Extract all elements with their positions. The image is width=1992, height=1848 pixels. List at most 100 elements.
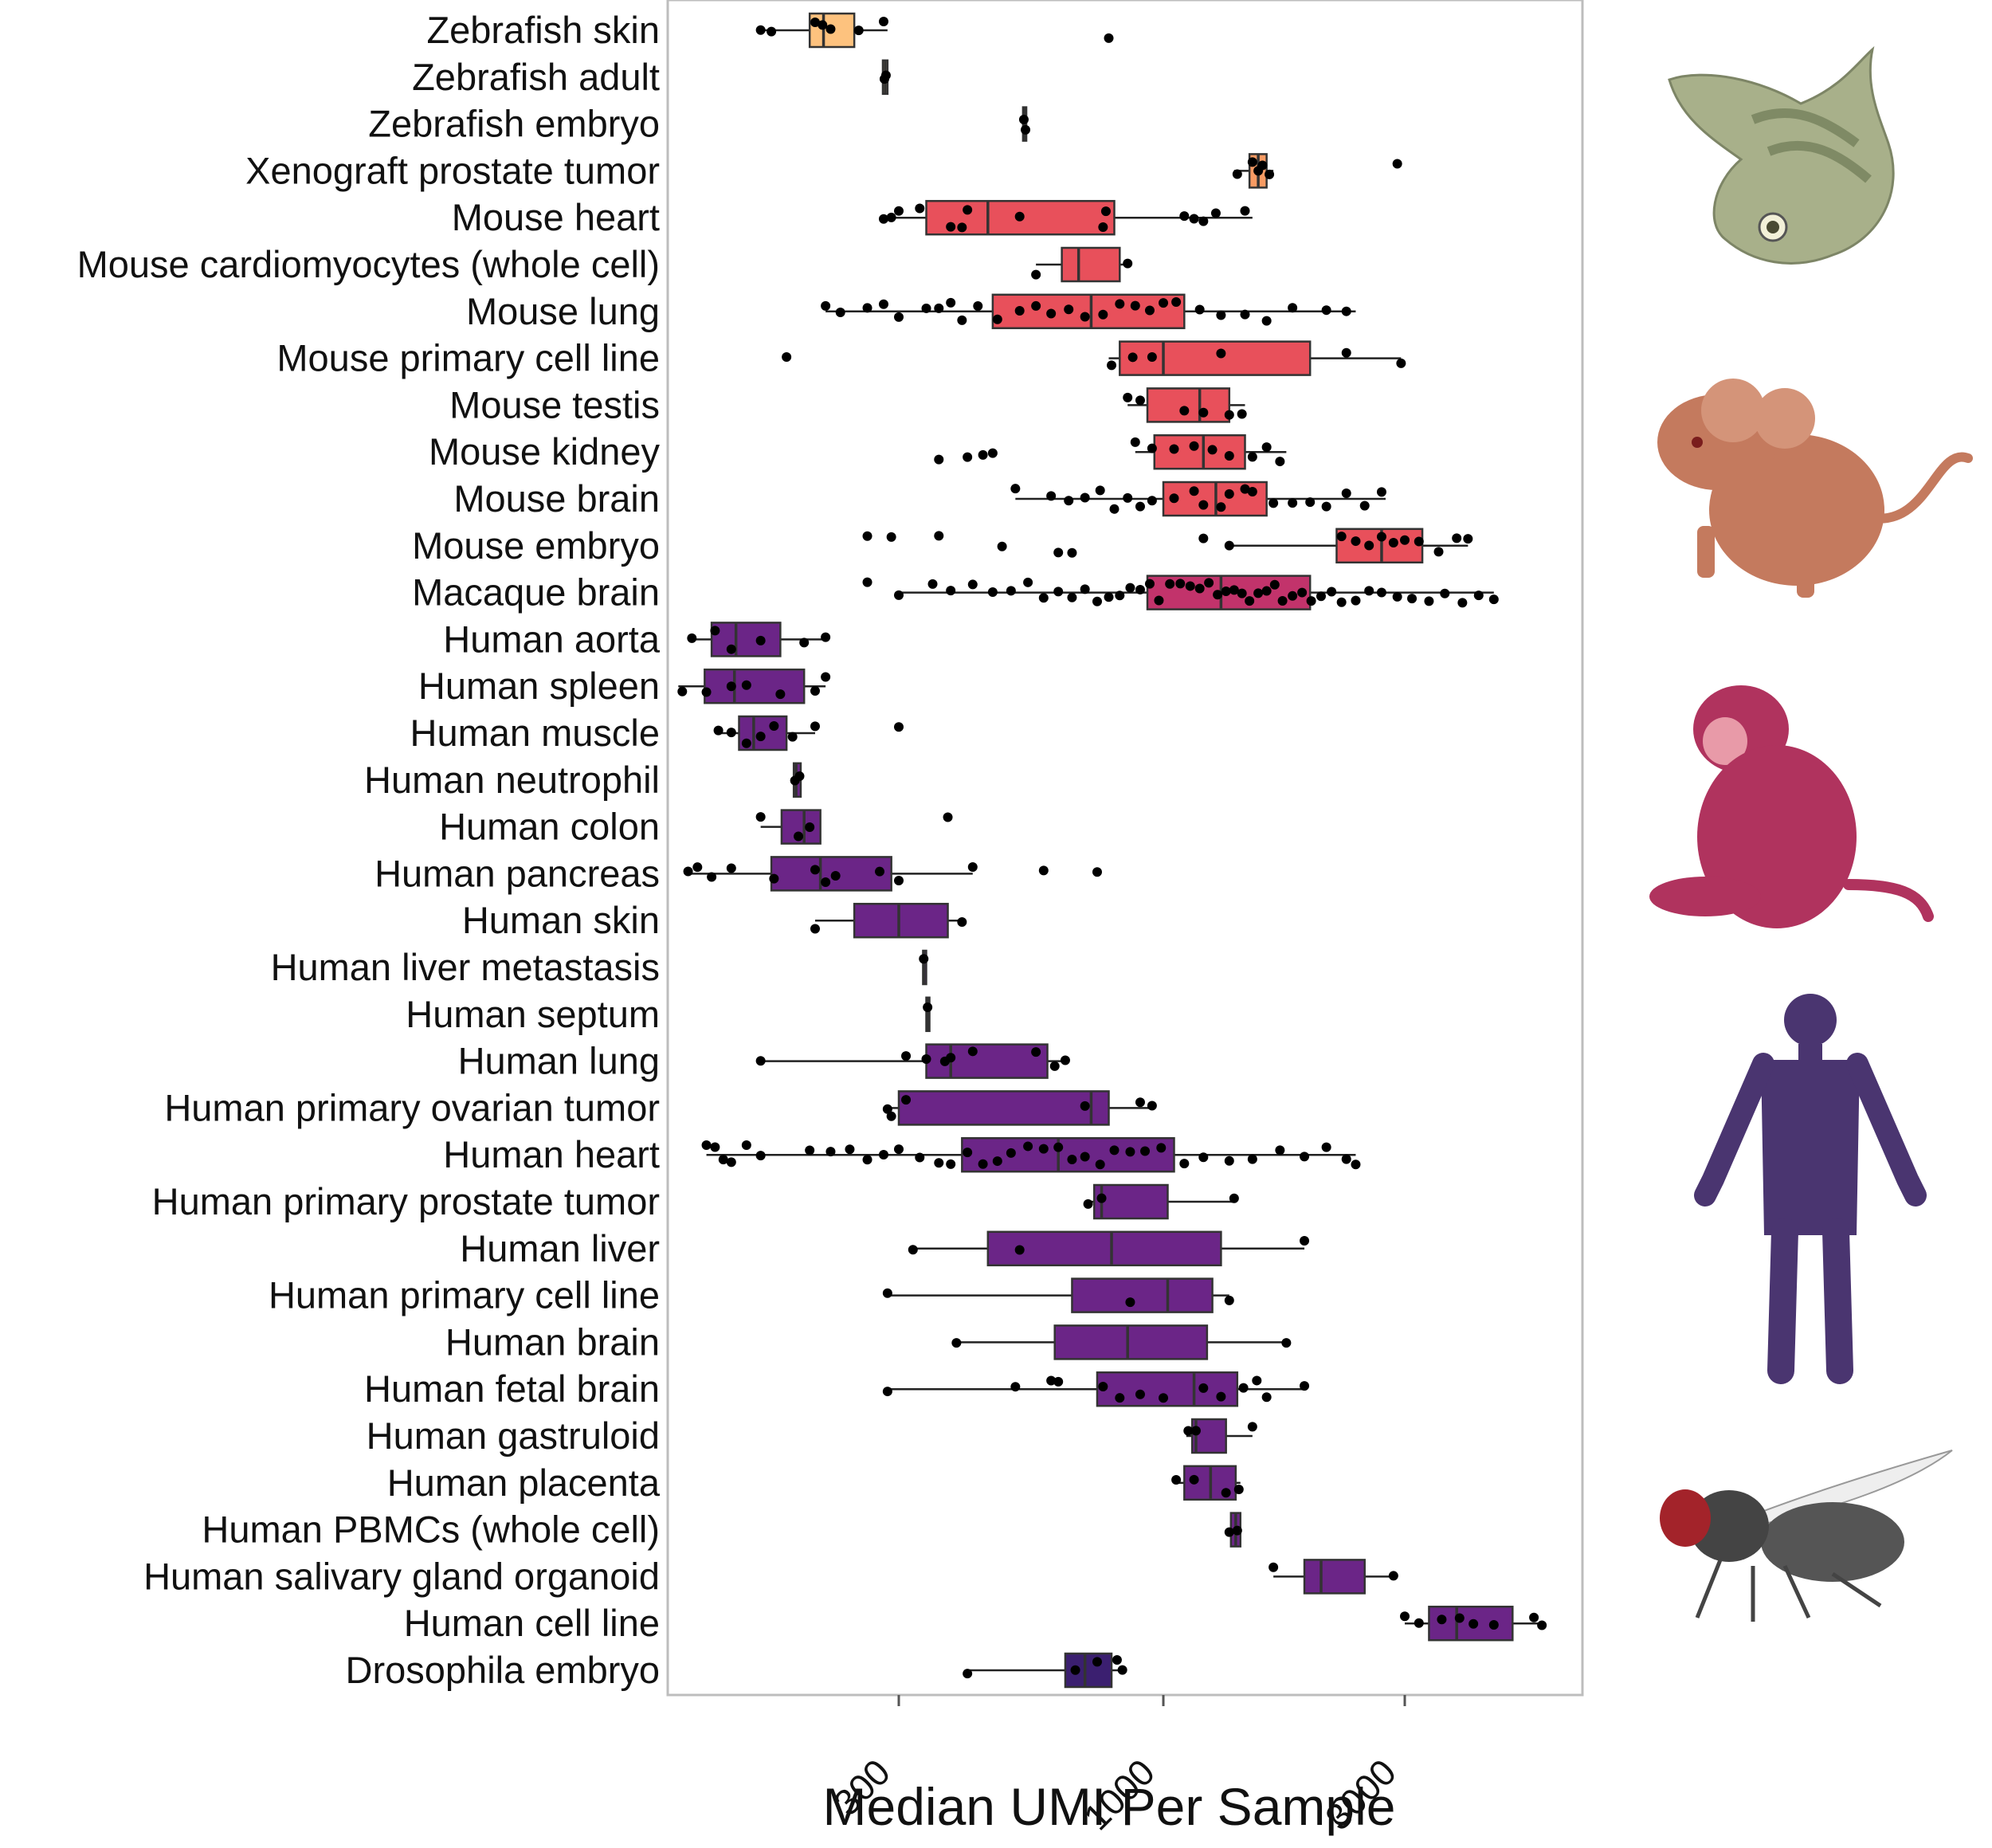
data-point	[1216, 348, 1226, 359]
data-point	[1224, 1295, 1234, 1305]
data-point	[1070, 1665, 1080, 1675]
data-point	[755, 732, 766, 742]
data-point	[1115, 1393, 1125, 1403]
data-point	[1224, 488, 1234, 499]
data-point	[1053, 547, 1064, 558]
data-point	[1115, 299, 1125, 309]
data-point	[886, 532, 896, 542]
data-point	[1064, 304, 1074, 315]
data-point	[1179, 406, 1190, 416]
data-point	[1135, 1389, 1145, 1399]
data-point	[880, 70, 891, 80]
data-point	[1038, 593, 1049, 603]
data-point	[1229, 585, 1239, 595]
data-point	[1092, 596, 1102, 606]
data-point	[710, 626, 720, 636]
data-point	[1183, 1426, 1194, 1436]
data-point	[1031, 300, 1041, 311]
category-label: Mouse brain	[453, 477, 660, 520]
plot-panel-border	[666, 0, 1584, 1697]
chart-marks: Zebrafish skin Zebrafish adult Zebrafish e…	[77, 9, 1547, 1691]
data-point	[1247, 157, 1257, 167]
data-point	[882, 1104, 892, 1114]
data-point	[1092, 867, 1102, 877]
data-point	[1261, 1392, 1272, 1403]
data-point	[1014, 306, 1025, 316]
data-point	[1341, 1154, 1351, 1164]
data-point	[992, 314, 1002, 324]
data-point	[1038, 1144, 1049, 1154]
data-point	[1147, 443, 1157, 453]
data-point	[1096, 1193, 1107, 1203]
data-point	[1275, 1145, 1285, 1155]
category-label: Human aorta	[443, 618, 661, 660]
data-point	[1006, 1148, 1016, 1158]
data-point	[951, 1338, 962, 1348]
data-point	[1221, 587, 1231, 597]
data-point	[1396, 358, 1406, 368]
data-point	[1247, 1154, 1257, 1164]
data-point	[1341, 488, 1351, 498]
data-point	[1031, 269, 1041, 280]
data-point	[862, 1155, 872, 1165]
box	[710, 622, 782, 657]
data-point	[1269, 579, 1280, 590]
data-point	[978, 449, 988, 460]
category-label: Human neutrophil	[364, 759, 660, 801]
data-point	[1351, 1159, 1361, 1170]
data-point	[1376, 587, 1386, 598]
data-point	[934, 1158, 944, 1168]
data-point	[1463, 534, 1473, 544]
x-axis-title: Median UMI Per Sample	[823, 1777, 1396, 1836]
data-point	[1014, 1245, 1025, 1255]
data-point	[1424, 596, 1434, 606]
data-point	[1240, 484, 1250, 494]
data-point	[1529, 1612, 1539, 1622]
category-label: Mouse primary cell line	[276, 337, 660, 379]
data-point	[1169, 444, 1179, 454]
data-point	[908, 1245, 918, 1255]
data-point	[1154, 595, 1164, 606]
data-point	[862, 531, 872, 541]
data-point	[1135, 584, 1145, 594]
drosophila-illustration	[1660, 1450, 1953, 1622]
data-point	[915, 203, 925, 214]
data-point	[1300, 1381, 1310, 1391]
data-point	[1275, 457, 1285, 467]
data-point	[963, 205, 973, 215]
data-point	[1237, 588, 1247, 598]
data-point	[1221, 1488, 1231, 1498]
box	[897, 1090, 1110, 1126]
data-point	[1392, 591, 1402, 602]
data-point	[835, 308, 845, 318]
box	[1303, 1559, 1366, 1595]
data-point	[946, 1159, 956, 1169]
data-point	[1351, 595, 1361, 606]
data-point	[1080, 1152, 1090, 1162]
data-point	[1364, 586, 1374, 596]
data-point	[1297, 587, 1308, 598]
box	[704, 668, 806, 704]
data-point	[946, 222, 956, 232]
data-point	[810, 721, 820, 732]
data-point	[943, 812, 953, 822]
data-point	[894, 206, 904, 216]
data-point	[1288, 498, 1298, 508]
category-label: Human liver	[460, 1227, 660, 1269]
data-point	[1232, 169, 1242, 179]
data-point	[946, 297, 956, 308]
category-label: Human cell line	[404, 1602, 660, 1644]
data-point	[1067, 547, 1077, 558]
data-point	[1046, 491, 1057, 501]
data-point	[1135, 1097, 1145, 1108]
category-label: Human colon	[439, 806, 660, 848]
data-point	[1031, 1047, 1041, 1057]
data-point	[1018, 114, 1029, 124]
data-point	[919, 954, 929, 964]
data-point	[1098, 222, 1108, 233]
data-point	[946, 586, 956, 596]
data-point	[741, 1140, 751, 1150]
data-point	[878, 17, 888, 27]
data-point	[957, 916, 967, 927]
data-point	[726, 728, 736, 738]
